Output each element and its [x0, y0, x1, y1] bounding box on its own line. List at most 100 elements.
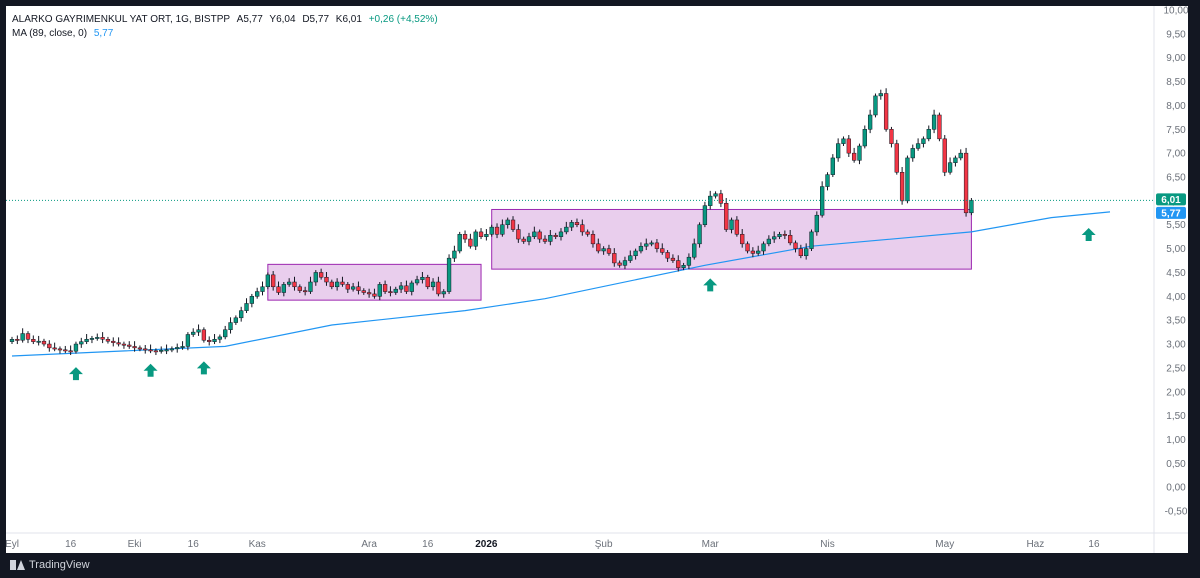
candle [585, 229, 590, 237]
candle-body [153, 350, 159, 353]
candle [915, 138, 921, 151]
ma-value: 5,77 [93, 28, 114, 39]
candle [953, 155, 958, 167]
candle-body [382, 284, 388, 292]
candle [446, 254, 452, 294]
candle [526, 232, 532, 246]
candle-body [468, 238, 473, 247]
candle [484, 229, 489, 241]
candle-body [867, 114, 873, 130]
candle-body [836, 143, 841, 159]
candle-body [942, 138, 947, 173]
candle-body [9, 339, 15, 342]
candle-body [446, 257, 452, 292]
y-tick-label: 4,00 [1166, 292, 1186, 303]
candle [393, 286, 398, 295]
candle [921, 136, 926, 148]
candle [52, 342, 57, 352]
candle-body [111, 340, 116, 343]
candle [606, 244, 612, 256]
candle-body [361, 290, 366, 293]
y-tick-label: 3,50 [1166, 316, 1186, 327]
candle-body [734, 219, 740, 235]
candle-body [782, 234, 788, 236]
candle [473, 229, 478, 251]
ma-label: MA (89, close, 0) [12, 28, 88, 39]
candle [249, 293, 254, 308]
candle-body [121, 343, 127, 346]
candle [548, 229, 553, 246]
candle [958, 149, 963, 161]
candle [910, 144, 915, 162]
candle-body [921, 138, 926, 144]
candle-body [846, 138, 851, 154]
candle [287, 278, 292, 287]
tradingview-logo[interactable]: TradingView [10, 559, 90, 571]
candle [73, 341, 79, 354]
y-tick-label: 9,00 [1166, 53, 1186, 64]
candle [729, 217, 734, 234]
candle [601, 246, 606, 255]
candle-body [718, 193, 724, 204]
candle [15, 335, 20, 345]
candle [564, 221, 569, 235]
candle [665, 250, 670, 262]
candle-body [207, 339, 212, 342]
ma-line-group [11, 211, 1111, 357]
candle-body [697, 224, 702, 245]
candle [809, 229, 814, 251]
candles-group [9, 88, 974, 356]
candle [883, 88, 889, 132]
candle-body [36, 340, 41, 343]
candle-body [388, 291, 393, 294]
candle [308, 276, 313, 294]
candle [239, 306, 244, 322]
candle [686, 253, 692, 270]
y-tick-label: 8,50 [1166, 77, 1186, 88]
candle [164, 344, 169, 355]
candle [777, 231, 782, 240]
symbol-name[interactable]: ALARKO GAYRIMENKUL YAT ORT, 1G, BISTPP [12, 14, 230, 25]
candle-body [201, 329, 207, 341]
candle [537, 229, 542, 243]
y-tick-label: 1,00 [1166, 435, 1186, 446]
candle-body [473, 231, 478, 247]
candle-body [894, 143, 899, 173]
candle-body [612, 253, 617, 264]
candle [31, 335, 36, 345]
candle-body [127, 344, 132, 347]
candle [68, 345, 73, 356]
candle [899, 167, 905, 205]
candle-body [772, 236, 777, 240]
ma-row[interactable]: MA (89, close, 0) 5,77 [12, 27, 438, 41]
chart-canvas[interactable]: 10,009,509,008,508,007,507,006,506,005,5… [6, 6, 1188, 553]
candle [820, 181, 825, 218]
candle-body [617, 262, 622, 266]
candle-body [63, 349, 68, 352]
x-tick-label: Nis [820, 539, 834, 550]
candle [793, 240, 798, 253]
candle-body [233, 317, 239, 323]
up-arrow-icon [68, 367, 83, 381]
x-tick-label: Eyl [6, 539, 19, 550]
candle-body [862, 129, 867, 147]
candle [638, 242, 644, 254]
candle-body [430, 281, 436, 288]
candle [47, 340, 52, 352]
chart-frame[interactable]: 10,009,509,008,508,007,507,006,506,005,5… [6, 6, 1188, 553]
candle-body [441, 291, 446, 295]
candle-body [633, 250, 638, 257]
candle [644, 238, 649, 251]
candle [148, 344, 153, 354]
candle-body [31, 339, 36, 342]
candle-body [729, 219, 734, 230]
candle [116, 337, 121, 347]
candle-body [73, 343, 79, 352]
candle [963, 147, 969, 217]
candle-body [494, 226, 500, 235]
candle [468, 233, 473, 249]
candle-body [345, 284, 350, 290]
candle [670, 254, 676, 263]
candle [596, 238, 601, 254]
candle [772, 231, 777, 243]
